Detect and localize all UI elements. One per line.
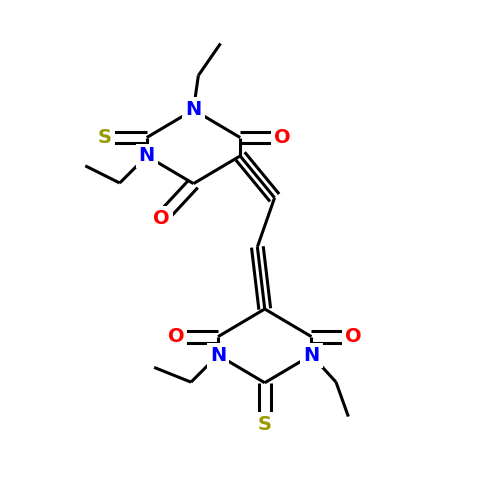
- Text: O: O: [345, 327, 362, 346]
- Text: N: N: [138, 146, 155, 166]
- Text: O: O: [153, 208, 170, 228]
- Text: N: N: [186, 100, 202, 119]
- Text: S: S: [258, 415, 272, 434]
- Text: O: O: [274, 128, 290, 147]
- Text: O: O: [168, 327, 184, 346]
- Text: N: N: [304, 346, 320, 364]
- Text: N: N: [210, 346, 226, 364]
- Text: S: S: [98, 128, 112, 147]
